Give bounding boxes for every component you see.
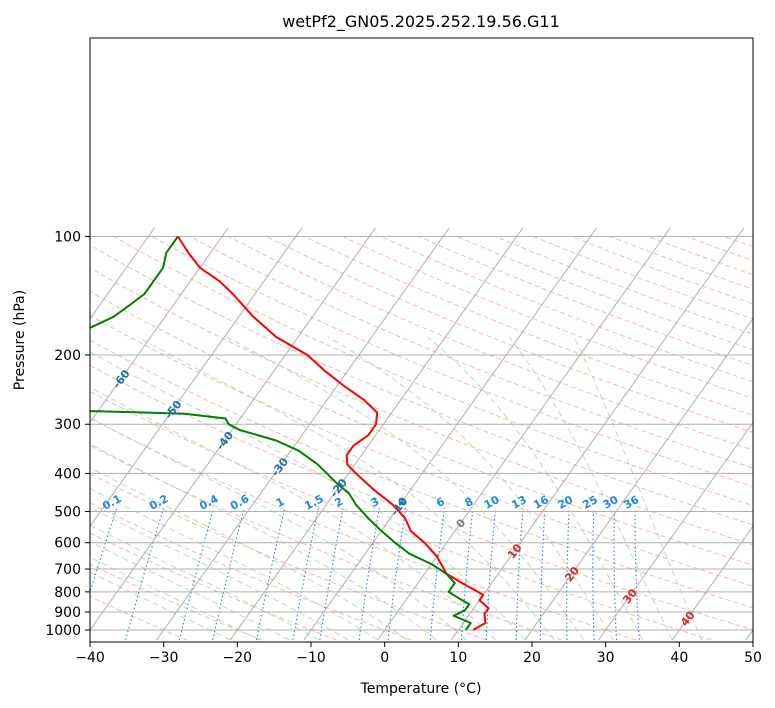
isotherm-line bbox=[377, 227, 671, 641]
mixing-ratio-label: 20 bbox=[556, 493, 576, 512]
moist-adiabat bbox=[90, 443, 437, 641]
y-tick-label: 600 bbox=[54, 536, 81, 552]
moist-adiabat bbox=[90, 467, 408, 641]
moist-adiabat bbox=[90, 386, 496, 641]
isotherm-line bbox=[524, 317, 753, 641]
dry-adiabat bbox=[90, 290, 753, 566]
x-tick-label: 20 bbox=[523, 650, 541, 666]
x-tick-label: −20 bbox=[223, 650, 253, 666]
y-tick-label: 500 bbox=[54, 505, 81, 521]
mixing-ratio-line bbox=[212, 507, 245, 641]
isotherm-line bbox=[229, 227, 524, 641]
mixing-ratio-line bbox=[319, 507, 344, 641]
mixing-ratio-line bbox=[255, 507, 286, 641]
isotherm-line bbox=[303, 227, 598, 641]
mixing-ratio-line bbox=[485, 508, 497, 641]
mixing-ratio-line bbox=[592, 508, 595, 640]
isotherm-line bbox=[450, 227, 745, 641]
temperature-line bbox=[177, 235, 490, 631]
mixing-ratio-label: 13 bbox=[509, 493, 529, 512]
isotherm-line bbox=[156, 227, 450, 641]
moist-adiabat bbox=[90, 524, 319, 641]
isotherm-line bbox=[90, 227, 303, 528]
mixing-ratio-line bbox=[387, 508, 407, 641]
moist-adiabat bbox=[90, 417, 467, 641]
mixing-ratio-line bbox=[125, 507, 165, 641]
isotherm-line bbox=[90, 227, 377, 631]
y-axis-label: Pressure (hPa) bbox=[12, 290, 28, 390]
mixing-ratio-label: 25 bbox=[580, 493, 600, 512]
moist-adiabat bbox=[426, 336, 644, 641]
isotherm-line bbox=[90, 227, 156, 320]
dry-adiabat bbox=[90, 339, 753, 609]
y-tick-label: 400 bbox=[54, 466, 81, 482]
axes: −40 −30 −20 −10 0 10 20 30 40 50 100 200 300 400 500 60… bbox=[45, 230, 762, 667]
mixing-ratio-line bbox=[178, 507, 214, 641]
moist-adiabat bbox=[226, 336, 585, 641]
isotherm-line bbox=[671, 525, 753, 641]
mixing-ratio-label: 16 bbox=[531, 493, 551, 512]
mixing-ratio-line bbox=[613, 508, 618, 641]
moist-adiabat bbox=[90, 507, 349, 641]
x-tick-label: 30 bbox=[597, 650, 615, 666]
mixing-ratio-line bbox=[539, 508, 546, 640]
y-tick-label: 900 bbox=[54, 605, 81, 621]
isotherm-line bbox=[598, 421, 753, 641]
dewpoint-line bbox=[90, 235, 472, 631]
mixing-ratio-label: 36 bbox=[622, 493, 642, 512]
x-axis-label: Temperature (°C) bbox=[360, 681, 482, 697]
x-tick-label: 50 bbox=[744, 650, 762, 666]
x-tick-label: 40 bbox=[670, 650, 688, 666]
mixing-ratio-line bbox=[90, 507, 118, 594]
y-tick-label: 100 bbox=[54, 230, 81, 246]
moist-adiabat bbox=[327, 336, 614, 641]
dry-adiabat bbox=[90, 267, 753, 546]
mixing-ratio-line bbox=[429, 508, 446, 641]
x-tick-label: 10 bbox=[449, 650, 467, 666]
x-tick-label: −40 bbox=[75, 650, 105, 666]
dry-adiabat bbox=[90, 364, 753, 631]
mixing-ratio-label: 10 bbox=[482, 493, 502, 512]
mixing-ratio-label: 30 bbox=[601, 493, 621, 512]
x-tick-label: −10 bbox=[296, 650, 326, 666]
sounding-profiles bbox=[90, 235, 490, 631]
isotherm-line bbox=[90, 227, 229, 424]
x-tick-label: −30 bbox=[149, 650, 179, 666]
y-tick-label: 300 bbox=[54, 417, 81, 433]
moist-adiabat bbox=[137, 336, 555, 641]
x-tick-label: 0 bbox=[380, 650, 389, 666]
dry-adiabat bbox=[90, 314, 753, 587]
y-tick-label: 200 bbox=[54, 348, 81, 364]
mixing-ratio-line bbox=[358, 508, 380, 641]
mixing-ratio-line bbox=[515, 508, 524, 640]
moist-adiabat bbox=[90, 487, 378, 641]
plot-frame bbox=[89, 37, 754, 643]
chart-title: wetPf2_GN05.2025.252.19.56.G11 bbox=[282, 12, 560, 32]
mixing-ratio-line bbox=[566, 508, 570, 640]
moist-adiabat bbox=[508, 336, 673, 641]
y-tick-label: 800 bbox=[54, 585, 81, 601]
y-tick-label: 1000 bbox=[45, 623, 81, 639]
mixing-ratio-line bbox=[292, 507, 319, 641]
plot-area bbox=[90, 38, 753, 642]
y-tick-label: 700 bbox=[54, 562, 81, 578]
mixing-ratio-line bbox=[634, 508, 640, 641]
